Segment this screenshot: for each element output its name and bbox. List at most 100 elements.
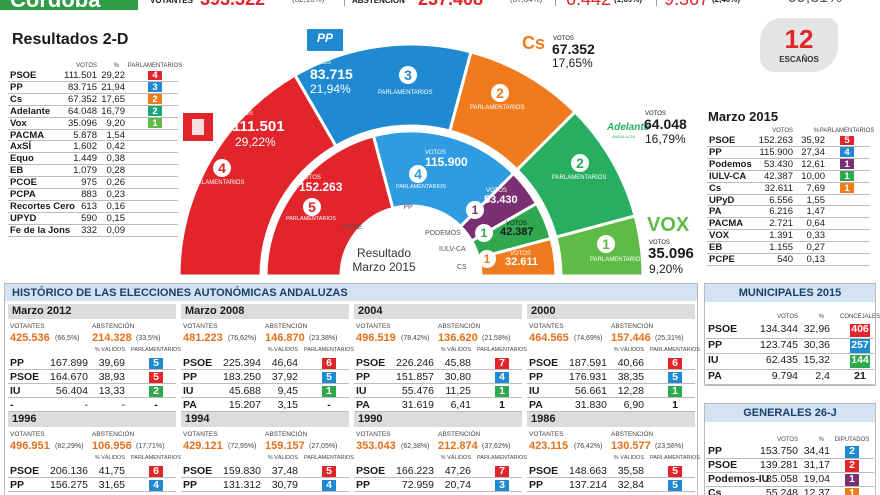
abstencion-value: 146.870 bbox=[265, 332, 305, 344]
row-rule bbox=[707, 169, 870, 171]
party-name: PA bbox=[183, 399, 197, 411]
column-header: DIPUTADOS bbox=[834, 437, 870, 443]
municipales-frame bbox=[704, 283, 876, 386]
party-name: PP bbox=[356, 371, 371, 383]
seats-label: PARLAMENTARIOS bbox=[396, 184, 446, 190]
seats: 5 bbox=[672, 371, 678, 383]
row-rule bbox=[8, 223, 178, 225]
percent: 34,41 bbox=[803, 445, 830, 457]
seats: 4 bbox=[153, 479, 159, 491]
party-name: PSOE bbox=[183, 465, 213, 477]
seat-circle bbox=[213, 159, 231, 177]
panel-title: Marzo 2008 bbox=[185, 305, 245, 317]
votes: 131.312 bbox=[223, 479, 261, 491]
column-header: % bbox=[813, 128, 819, 134]
seats: 1 bbox=[480, 226, 488, 240]
abstencion-pct: (23,58%) bbox=[655, 443, 684, 450]
seat-badge bbox=[668, 465, 682, 477]
seats: 5 bbox=[326, 371, 332, 383]
seats: 1 bbox=[499, 385, 505, 397]
percent: 13,33 bbox=[98, 385, 125, 397]
party-name: Cs bbox=[709, 182, 722, 194]
seat-badge bbox=[845, 487, 859, 495]
party-name: UPyD bbox=[709, 194, 735, 206]
party-name: IULV-CA bbox=[709, 170, 747, 182]
party-name: Fe de la Jons bbox=[10, 224, 71, 236]
votes: 111.501 bbox=[64, 70, 97, 81]
row-rule bbox=[354, 397, 522, 398]
seats: 7 bbox=[499, 357, 505, 369]
escrutado: 99,31% bbox=[788, 0, 842, 6]
row-rule bbox=[8, 477, 176, 478]
party-name: AxSÍ bbox=[10, 141, 32, 153]
seats: 5 bbox=[153, 357, 159, 369]
psoe-logo-mark bbox=[192, 119, 204, 135]
row-rule bbox=[527, 397, 695, 398]
separator bbox=[555, 0, 556, 6]
column-header: % bbox=[818, 314, 824, 320]
abstencion-pct: (37,62%) bbox=[482, 443, 511, 450]
seat-badge bbox=[840, 183, 854, 193]
abstencion-pct: (27,05%) bbox=[309, 443, 338, 450]
votes: 45.688 bbox=[228, 385, 261, 397]
party-name: PCOE bbox=[10, 177, 37, 189]
seats: 3 bbox=[499, 479, 505, 491]
seat-badge bbox=[322, 385, 336, 397]
seats-label: PARLAMENTARIO bbox=[590, 257, 641, 263]
row-rule bbox=[354, 477, 522, 478]
votantes-pct: (62,16%) bbox=[292, 0, 324, 4]
panel-title-bar bbox=[8, 304, 176, 319]
abstencion-value: 214.328 bbox=[92, 332, 132, 344]
votes-label: VOTOS bbox=[300, 175, 321, 181]
column-header: % VÁLIDOS bbox=[613, 455, 644, 461]
seats-label: ESCAÑOS bbox=[779, 55, 819, 64]
votes: 6.556 bbox=[769, 194, 793, 206]
seat-badge bbox=[850, 354, 870, 368]
votes: 332 bbox=[81, 224, 97, 236]
votantes-label: VOTANTES bbox=[529, 323, 564, 330]
column-header: VOTOS bbox=[777, 314, 798, 320]
votes: 55.476 bbox=[401, 385, 434, 397]
row-rule bbox=[8, 104, 178, 106]
votes: 83.715 bbox=[310, 66, 353, 82]
row-rule bbox=[707, 241, 870, 243]
votes: 35.096 bbox=[67, 117, 97, 129]
votes: 55.248 bbox=[765, 487, 798, 495]
seat-badge bbox=[845, 445, 859, 458]
column-header: VOTOS bbox=[772, 128, 793, 134]
row-rule bbox=[181, 477, 349, 478]
column-header: PARLAMENTARIOS bbox=[650, 347, 700, 353]
seats: 2 bbox=[152, 105, 158, 117]
party-name: EB bbox=[709, 242, 723, 254]
seat-badge bbox=[149, 479, 163, 491]
votantes-pct: (66,5%) bbox=[55, 335, 80, 342]
party-name: PP bbox=[529, 371, 544, 383]
inner-title: Marzo 2015 bbox=[352, 260, 416, 274]
percent: 12,37 bbox=[803, 487, 830, 495]
seat-arc bbox=[264, 134, 395, 278]
percent: 38,35 bbox=[617, 371, 644, 383]
seat-badge bbox=[495, 465, 509, 477]
votes: 176.931 bbox=[569, 371, 607, 383]
votes-label: VOTOS bbox=[232, 111, 253, 117]
abstencion-pct: (21,58%) bbox=[482, 335, 511, 342]
abstencion-value: 157.446 bbox=[611, 332, 651, 344]
seats: 3 bbox=[152, 81, 158, 93]
votes: 85.058 bbox=[765, 473, 798, 485]
panel-title-bar bbox=[354, 412, 522, 427]
party-name: PA bbox=[356, 399, 370, 411]
votes-label: VOTOS bbox=[510, 251, 531, 257]
party-logo-sub: ANDALUCÍA bbox=[612, 134, 635, 139]
seats: 6 bbox=[672, 357, 678, 369]
abstencion-value: 106.956 bbox=[92, 440, 132, 452]
column-header: PARLAMENTARIOS bbox=[477, 455, 527, 461]
seats: 1 bbox=[672, 399, 678, 411]
seats: 2 bbox=[152, 93, 158, 105]
row-rule bbox=[354, 383, 522, 384]
votantes-pct: (82,29%) bbox=[55, 443, 84, 450]
percent: 45,88 bbox=[444, 357, 471, 369]
percent: 35,92 bbox=[801, 135, 825, 146]
percent: 32,84 bbox=[617, 479, 644, 491]
percent: 0,38 bbox=[106, 153, 126, 165]
row-rule bbox=[706, 337, 874, 339]
